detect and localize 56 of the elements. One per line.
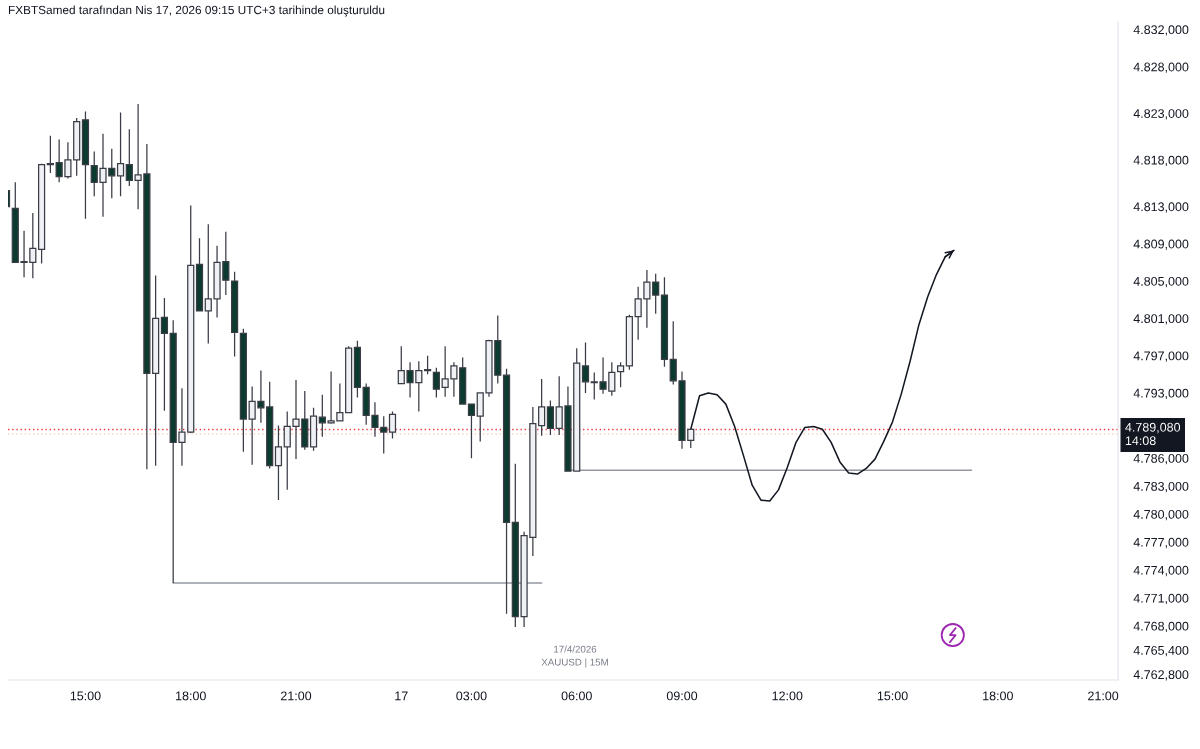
x-tick-label: 12:00	[772, 691, 803, 701]
candlestick	[353, 340, 362, 399]
x-tick-label: 18:00	[983, 691, 1013, 701]
candlestick	[467, 403, 476, 459]
x-tick-label: 03:00	[456, 691, 487, 701]
candlestick	[37, 163, 46, 265]
y-tick-label: 4.828,000	[1133, 62, 1189, 73]
candlestick	[538, 378, 546, 437]
x-tick-label: 09:00	[666, 691, 698, 701]
x-tick-label: 21:00	[1088, 691, 1119, 701]
x-tick-label: 17	[395, 691, 408, 701]
x-tick-label: 06:00	[561, 691, 592, 701]
y-tick-label: 4.793,000	[1133, 388, 1189, 400]
y-tick-label: 4.813,000	[1133, 202, 1189, 213]
x-tick-label: 15:00	[877, 691, 908, 701]
candlestick	[195, 237, 204, 312]
candlestick	[423, 355, 432, 375]
y-tick-label: 4.762,800	[1133, 670, 1189, 681]
candlestick	[546, 399, 555, 436]
y-tick-label: 4.765,400	[1133, 645, 1189, 657]
candlestick	[309, 407, 318, 452]
annotation: XAUUSD | 15M	[541, 658, 608, 668]
y-tick-label: 4.801,000	[1133, 314, 1189, 325]
annotation: 17/4/2026	[554, 645, 597, 653]
chart-title: FXBTSamed tarafından Nis 17, 2026 09:15 UTC+3 tarihinde oluşturuldu	[8, 5, 385, 17]
candlestick	[81, 110, 90, 220]
candlestick	[616, 361, 625, 388]
x-tick-label: 21:00	[281, 691, 312, 701]
y-tick-label: 4.797,000	[1133, 351, 1189, 362]
y-tick-label: 4.777,000	[1133, 537, 1189, 549]
candlestick	[388, 410, 397, 440]
y-tick-label: 4.805,000	[1133, 276, 1189, 288]
x-tick-label: 15:00	[70, 691, 101, 701]
ref-line-label: 4.789,080 14:08	[1125, 422, 1181, 446]
candlestick	[660, 276, 669, 368]
y-tick-label: 4.823,000	[1133, 109, 1189, 120]
candlestick	[46, 135, 54, 174]
x-tick-label: 18:00	[176, 691, 206, 701]
y-tick-label: 4.780,000	[1133, 509, 1189, 521]
y-tick-label: 4.774,000	[1133, 565, 1189, 577]
y-tick-label: 4.768,000	[1133, 621, 1189, 633]
candlestick	[502, 368, 511, 615]
candlestick	[239, 328, 247, 453]
candlestick	[274, 424, 283, 501]
candlestick	[116, 111, 125, 197]
y-tick-label: 4.771,000	[1133, 593, 1189, 605]
y-tick-label: 4.832,000	[1133, 25, 1189, 36]
y-tick-label: 4.818,000	[1133, 155, 1189, 167]
y-tick-label: 4.786,000	[1133, 453, 1189, 465]
candlestick	[160, 297, 169, 412]
candlestick	[581, 341, 590, 394]
candlestick	[230, 271, 239, 358]
candlestick	[432, 367, 440, 399]
y-tick-label: 4.809,000	[1133, 239, 1189, 250]
y-tick-label: 4.783,000	[1133, 481, 1189, 493]
candlestick	[625, 314, 633, 371]
